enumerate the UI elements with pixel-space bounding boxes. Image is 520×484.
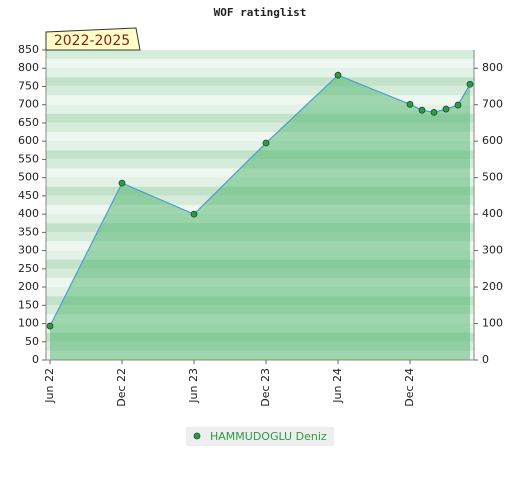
y-tick-label: 200 [18, 280, 39, 293]
background-stripe [46, 186, 474, 196]
annotation: 2022-2025 [54, 33, 130, 49]
x-tick-label: Jun 24 [331, 368, 344, 404]
data-point [262, 139, 270, 147]
data-point [454, 101, 462, 109]
data-point [466, 80, 474, 88]
background-stripe [46, 168, 474, 178]
background-stripe [46, 241, 474, 251]
y-tick-label: 350 [18, 225, 39, 238]
background-stripe [46, 159, 474, 169]
x-tick-label: Dec 24 [403, 368, 416, 407]
background-stripe [46, 323, 474, 333]
chart-title: WOF ratinglist [214, 6, 307, 19]
data-point [334, 71, 342, 79]
data-point [46, 322, 54, 330]
background-stripe [46, 296, 474, 306]
y2-tick-label: 100 [482, 317, 503, 330]
x-tick-label: Dec 23 [259, 368, 272, 407]
background-stripe [46, 104, 474, 114]
background-stripe [46, 223, 474, 233]
background-stripe [46, 350, 474, 360]
y2-tick-label: 400 [482, 207, 503, 220]
y-tick-label: 100 [18, 317, 39, 330]
background-stripe [46, 250, 474, 260]
x-tick-label: Jun 23 [187, 368, 200, 404]
background-stripe [46, 214, 474, 224]
y-tick-label: 550 [18, 152, 39, 165]
background-stripe [46, 177, 474, 187]
background-stripe [46, 314, 474, 324]
background-stripe [46, 232, 474, 242]
legend-marker [193, 432, 201, 440]
y2-tick-label: 0 [482, 353, 489, 366]
data-point [430, 108, 438, 116]
background-stripe [46, 113, 474, 123]
data-point [406, 100, 414, 108]
y2-tick-label: 700 [482, 98, 503, 111]
legend [186, 427, 334, 446]
x-tick-label: Dec 22 [115, 368, 128, 407]
y-tick-label: 750 [18, 79, 39, 92]
background-stripe [46, 341, 474, 351]
background-stripe [46, 195, 474, 205]
background-stripe [46, 58, 474, 68]
y-tick-label: 500 [18, 171, 39, 184]
y-tick-label: 0 [32, 353, 39, 366]
background-stripe [46, 150, 474, 160]
background-stripe [46, 287, 474, 297]
data-point [418, 106, 426, 114]
background-stripe [46, 141, 474, 151]
background-stripe [46, 50, 474, 59]
y2-tick-label: 500 [482, 171, 503, 184]
data-point [118, 179, 126, 187]
y-tick-label: 250 [18, 262, 39, 275]
background-stripe [46, 131, 474, 141]
background-stripe [46, 332, 474, 342]
background-stripe [46, 268, 474, 278]
y-tick-label: 400 [18, 207, 39, 220]
y-tick-label: 300 [18, 244, 39, 257]
background-stripe [46, 277, 474, 287]
y2-tick-label: 600 [482, 134, 503, 147]
data-point [190, 210, 198, 218]
y2-tick-label: 300 [482, 244, 503, 257]
background-stripe [46, 77, 474, 87]
y-tick-label: 850 [18, 43, 39, 56]
y-tick-label: 600 [18, 134, 39, 147]
y2-tick-label: 800 [482, 61, 503, 74]
background-stripe [46, 86, 474, 96]
background-stripe [46, 204, 474, 214]
y-tick-label: 800 [18, 61, 39, 74]
background-stripe [46, 68, 474, 78]
annotation-box [45, 27, 141, 51]
legend-label: HAMMUDOGLU Deniz [210, 430, 327, 443]
y-tick-label: 450 [18, 189, 39, 202]
x-tick-label: Jun 22 [43, 368, 56, 404]
background-stripe [46, 305, 474, 315]
y-tick-label: 650 [18, 116, 39, 129]
y-tick-label: 50 [25, 335, 39, 348]
area [50, 75, 470, 360]
data-point [442, 105, 450, 113]
y2-tick-label: 200 [482, 280, 503, 293]
background-stripe [46, 122, 474, 132]
background-stripe [46, 95, 474, 105]
y-tick-label: 700 [18, 98, 39, 111]
background-stripe [46, 259, 474, 269]
y-tick-label: 150 [18, 298, 39, 311]
